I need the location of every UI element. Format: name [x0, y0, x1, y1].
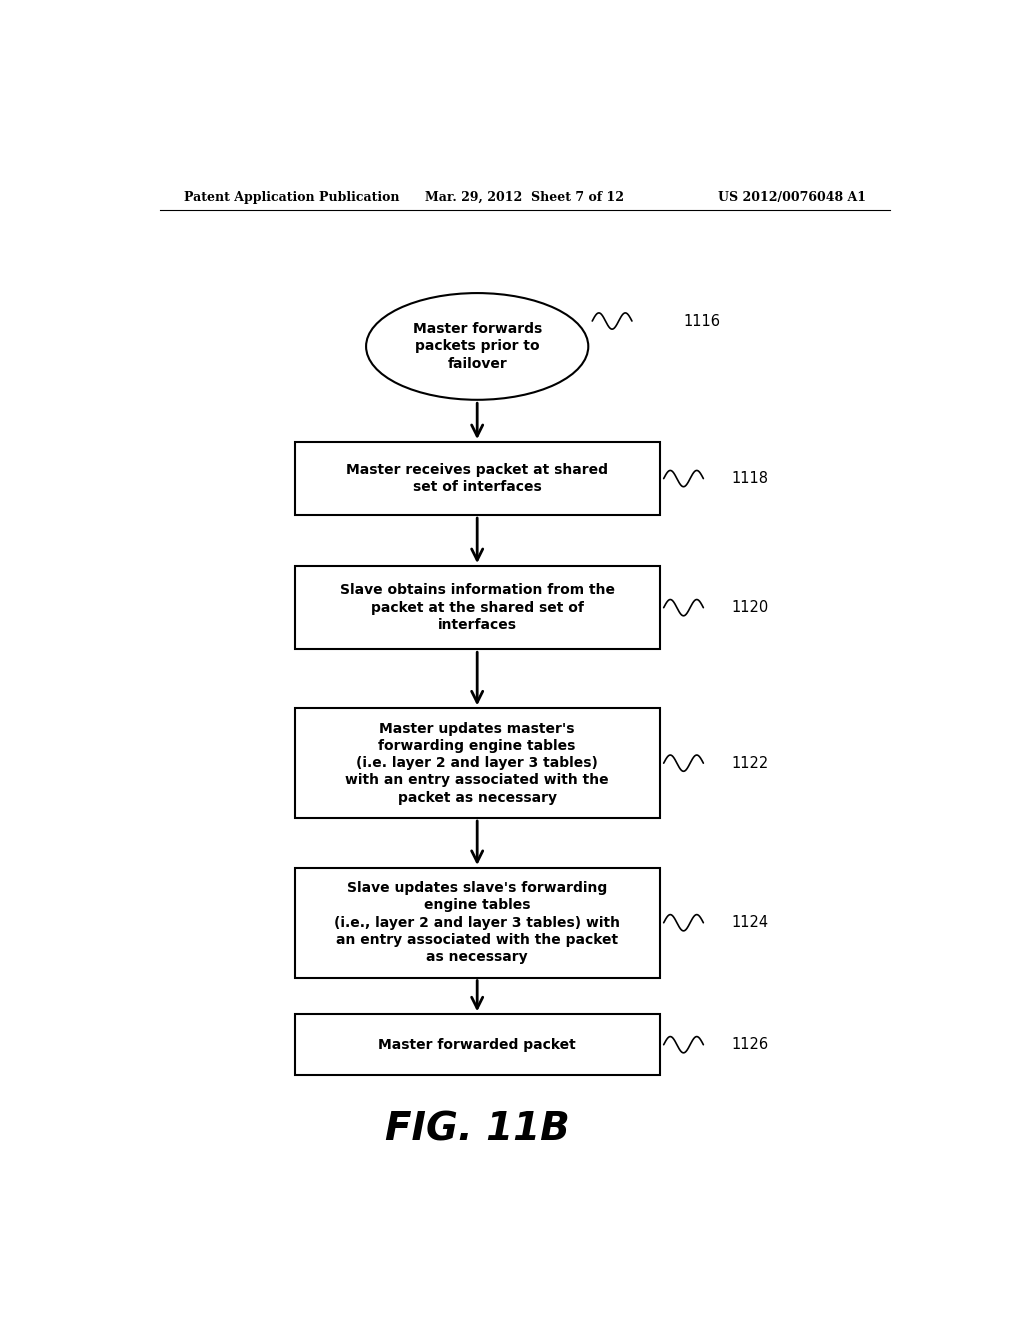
Text: 1124: 1124	[731, 915, 768, 931]
Text: Slave obtains information from the
packet at the shared set of
interfaces: Slave obtains information from the packe…	[340, 583, 614, 632]
Text: 1116: 1116	[684, 314, 721, 329]
Ellipse shape	[367, 293, 588, 400]
Text: Slave updates slave's forwarding
engine tables
(i.e., layer 2 and layer 3 tables: Slave updates slave's forwarding engine …	[334, 882, 621, 965]
Text: US 2012/0076048 A1: US 2012/0076048 A1	[718, 190, 866, 203]
Text: 1120: 1120	[731, 601, 768, 615]
FancyBboxPatch shape	[295, 566, 659, 649]
Text: Master updates master's
forwarding engine tables
(i.e. layer 2 and layer 3 table: Master updates master's forwarding engin…	[345, 722, 609, 805]
Text: Mar. 29, 2012  Sheet 7 of 12: Mar. 29, 2012 Sheet 7 of 12	[425, 190, 625, 203]
Text: Master receives packet at shared
set of interfaces: Master receives packet at shared set of …	[346, 463, 608, 494]
Text: 1126: 1126	[731, 1038, 768, 1052]
FancyBboxPatch shape	[295, 709, 659, 818]
Text: Master forwards
packets prior to
failover: Master forwards packets prior to failove…	[413, 322, 542, 371]
Text: Patent Application Publication: Patent Application Publication	[183, 190, 399, 203]
Text: 1118: 1118	[731, 471, 768, 486]
Text: FIG. 11B: FIG. 11B	[385, 1110, 569, 1148]
FancyBboxPatch shape	[295, 1014, 659, 1076]
FancyBboxPatch shape	[295, 442, 659, 515]
Text: Master forwarded packet: Master forwarded packet	[378, 1038, 577, 1052]
FancyBboxPatch shape	[295, 867, 659, 978]
Text: 1122: 1122	[731, 755, 768, 771]
